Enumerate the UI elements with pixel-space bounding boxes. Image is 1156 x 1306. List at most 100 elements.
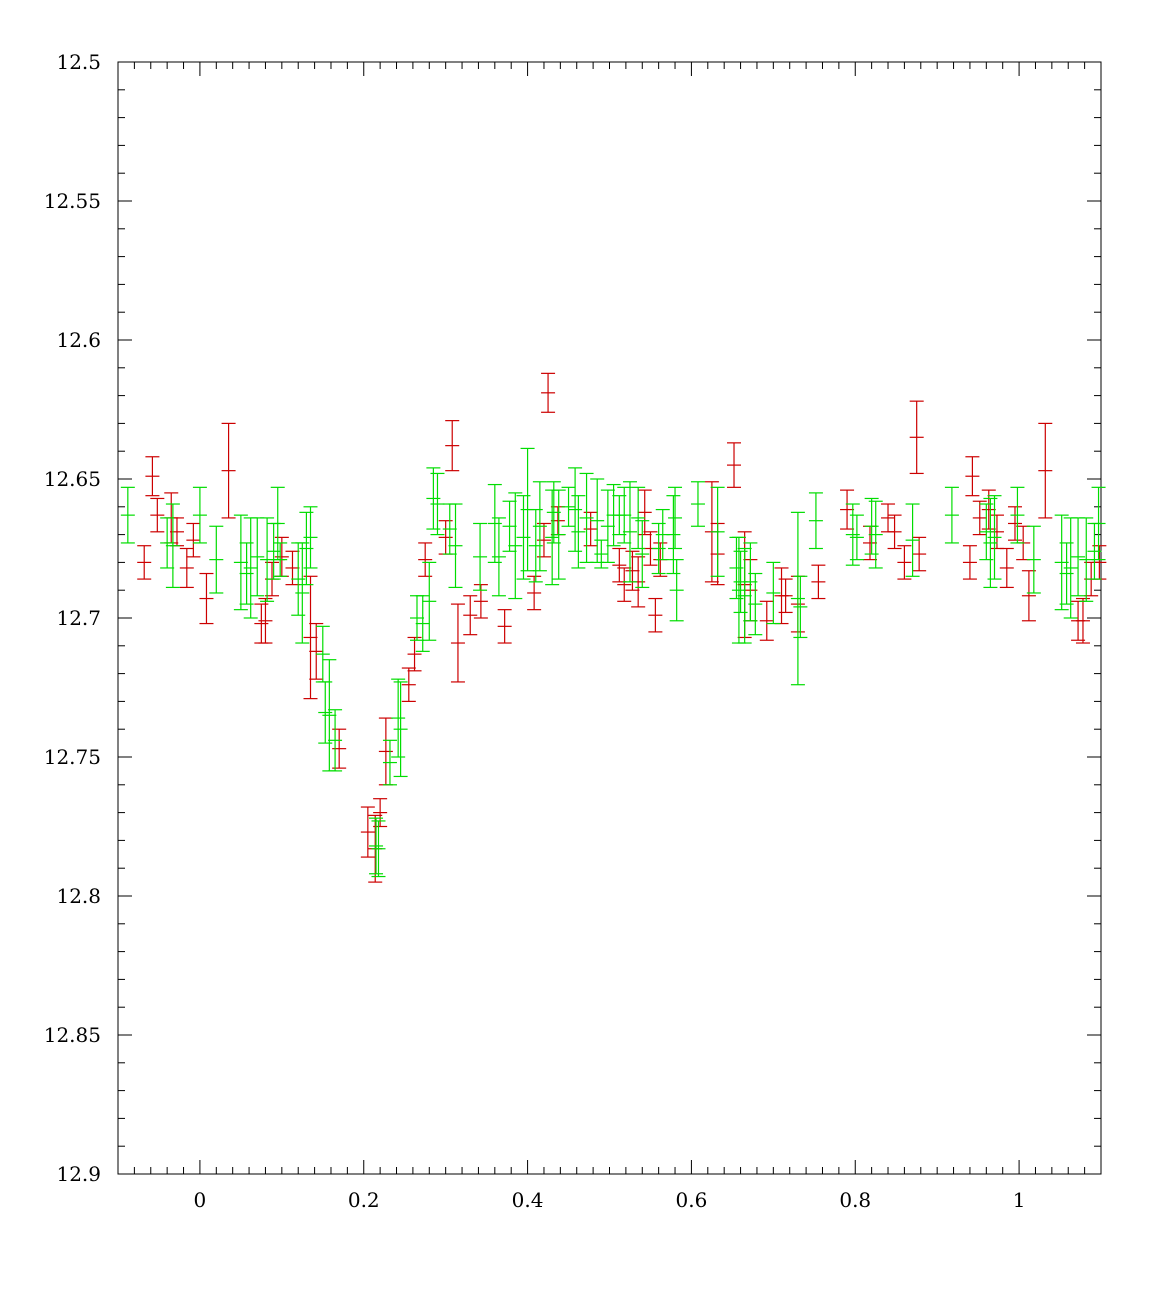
error-bar (192, 486, 207, 544)
error-bar (972, 500, 987, 536)
error-bar (209, 525, 224, 594)
error-bar (295, 542, 310, 644)
error-bar (594, 539, 609, 569)
error-bar (808, 492, 823, 550)
y-tick-label: 12.55 (44, 189, 101, 213)
data-series (120, 372, 1107, 883)
error-bar (912, 536, 927, 572)
error-bar (371, 820, 386, 878)
error-bar (401, 667, 416, 703)
error-bar (622, 481, 637, 583)
error-bar (407, 636, 422, 672)
error-bar (655, 508, 670, 561)
y-tick-label: 12.65 (44, 467, 101, 491)
error-bar (250, 517, 265, 597)
error-bar (897, 545, 912, 580)
error-bar (491, 517, 506, 597)
error-bar (299, 511, 314, 586)
error-bar (1026, 525, 1041, 594)
error-bar (790, 511, 805, 686)
series-1 (137, 372, 1107, 883)
y-tick-label: 12.6 (56, 328, 101, 352)
error-bar (1091, 486, 1106, 561)
error-bar (944, 486, 959, 544)
error-bar (1071, 517, 1086, 597)
error-bar (303, 575, 318, 700)
y-tick-label: 12.75 (44, 745, 101, 769)
error-bar (254, 603, 269, 644)
error-bar (1010, 486, 1025, 544)
error-bar (393, 681, 408, 778)
error-bar (422, 561, 437, 641)
error-bar (840, 489, 855, 530)
error-bar (811, 564, 826, 600)
error-bar (690, 481, 705, 527)
error-bar (318, 681, 333, 744)
error-bar (905, 503, 920, 577)
error-bar (1054, 514, 1069, 611)
error-bar (579, 472, 594, 564)
x-tick-label: 0.6 (676, 1188, 708, 1212)
error-bar (463, 595, 478, 636)
error-bar (887, 514, 902, 550)
error-bar (309, 622, 324, 680)
error-bar (445, 420, 460, 472)
x-tick-label: 0.2 (348, 1188, 380, 1212)
error-bar (729, 536, 744, 600)
error-bar (442, 503, 457, 555)
error-bar (448, 503, 463, 589)
x-tick-label: 1 (1013, 1188, 1026, 1212)
error-bar (438, 520, 453, 555)
error-bar (669, 559, 684, 622)
error-bar (864, 497, 879, 555)
error-bar (273, 542, 288, 577)
error-bar (962, 545, 977, 580)
error-bar (508, 492, 523, 600)
error-bar (239, 542, 254, 605)
error-bar (1038, 422, 1053, 519)
error-bar (532, 481, 547, 572)
error-bar (391, 678, 406, 758)
error-bar (983, 497, 998, 589)
error-bar (426, 467, 441, 530)
error-bar (571, 495, 586, 569)
error-bar (881, 503, 896, 533)
error-bar (473, 522, 488, 591)
error-bar (487, 483, 502, 564)
error-bar (165, 503, 180, 589)
error-bar (550, 506, 565, 536)
error-bar (186, 522, 201, 558)
error-bar (766, 561, 781, 625)
error-bar (737, 547, 752, 644)
error-bar (727, 442, 742, 488)
y-tick-label: 12.8 (56, 884, 101, 908)
error-bar (710, 486, 725, 577)
error-bar (849, 514, 864, 561)
error-bar (551, 489, 566, 580)
error-bar (625, 550, 640, 591)
error-bar (169, 517, 184, 547)
series-2 (120, 447, 1106, 878)
error-bar (668, 486, 683, 550)
error-bar (291, 542, 306, 616)
x-tick-label: 0 (194, 1188, 207, 1212)
error-bar (199, 572, 214, 625)
error-bar (516, 495, 531, 580)
error-bar (322, 659, 337, 772)
error-bar (590, 478, 605, 564)
error-bar (778, 578, 793, 614)
error-bar (502, 500, 517, 552)
error-bar (243, 517, 258, 619)
error-bar (369, 817, 384, 875)
error-bar (1007, 506, 1022, 541)
error-bar (631, 486, 646, 550)
error-bar (748, 572, 763, 636)
error-bar (179, 547, 194, 589)
error-bar (360, 806, 375, 858)
error-bar (637, 489, 652, 536)
y-tick-label: 12.9 (56, 1162, 101, 1186)
error-bar (979, 503, 994, 561)
error-bar (373, 798, 388, 828)
error-bar (137, 545, 152, 580)
error-bar (450, 603, 465, 683)
